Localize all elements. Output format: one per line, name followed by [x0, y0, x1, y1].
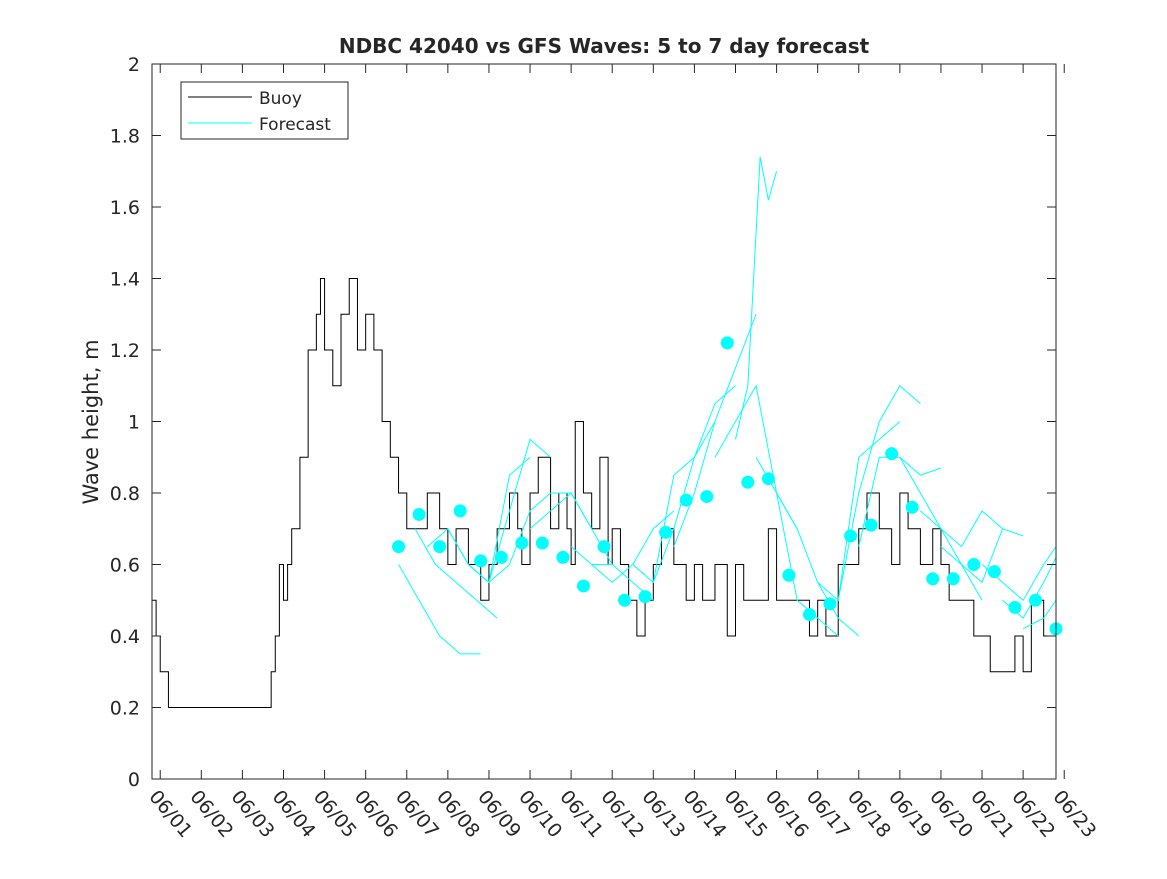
forecast-segment-line	[632, 421, 716, 584]
x-tick-label: 06/23	[1048, 786, 1100, 842]
forecast-marker	[535, 536, 549, 550]
y-axis-label: Wave height, m	[79, 339, 103, 504]
x-tick-label: 06/03	[227, 786, 279, 842]
forecast-segment-line	[398, 564, 481, 655]
y-tick-label: 0.6	[110, 555, 140, 577]
forecast-marker	[782, 568, 796, 582]
forecast-marker	[474, 554, 488, 568]
y-tick-label: 0.4	[110, 626, 140, 648]
x-tick-label: 06/06	[350, 786, 402, 842]
forecast-segment-line	[570, 546, 654, 601]
forecast-segment-line	[837, 384, 921, 601]
x-tick-label: 06/02	[185, 786, 237, 842]
y-tick-label: 1.6	[110, 197, 140, 219]
x-tick-label: 06/04	[268, 786, 320, 842]
forecast-marker	[392, 540, 406, 554]
forecast-marker	[761, 472, 775, 486]
forecast-marker	[741, 475, 755, 489]
buoy-series-line	[152, 278, 1056, 708]
forecast-segment-line	[414, 528, 498, 619]
forecast-marker	[700, 490, 714, 504]
forecast-segment-line	[940, 528, 1024, 584]
x-tick-label: 06/22	[1007, 786, 1059, 842]
x-tick-label: 06/18	[843, 786, 895, 842]
forecast-segment-line	[817, 421, 901, 602]
forecast-segment-line	[1022, 599, 1057, 630]
forecast-marker	[1008, 600, 1022, 614]
forecast-marker	[905, 500, 919, 514]
y-tick-label: 1.2	[110, 340, 140, 362]
forecast-marker	[885, 447, 899, 461]
forecast-marker	[864, 518, 878, 532]
forecast-marker	[823, 597, 837, 611]
forecast-segment-line	[652, 385, 736, 583]
forecast-marker	[638, 590, 652, 604]
x-tick-label: 06/19	[884, 786, 936, 842]
forecast-marker	[926, 572, 940, 586]
x-tick-label: 06/09	[473, 786, 525, 842]
x-tick-label: 06/17	[802, 786, 854, 842]
chart-title: NDBC 42040 vs GFS Waves: 5 to 7 day fore…	[339, 34, 870, 58]
legend-box	[180, 81, 349, 140]
forecast-segment-line	[735, 156, 778, 440]
forecast-segment-line	[920, 510, 1003, 548]
forecast-marker	[987, 565, 1001, 579]
x-tick-label: 06/07	[391, 786, 443, 842]
x-tick-label: 06/11	[555, 786, 607, 842]
y-tick-label: 1	[128, 412, 140, 434]
legend-forecast-label: Forecast	[259, 115, 331, 135]
y-tick-label: 1.8	[110, 126, 140, 148]
forecast-marker	[576, 579, 590, 593]
x-tick-label: 06/20	[925, 786, 977, 842]
x-tick-label: 06/05	[309, 786, 361, 842]
x-tick-label: 06/15	[720, 786, 772, 842]
forecast-segment-line	[468, 438, 551, 584]
y-tick-label: 2	[128, 54, 140, 76]
forecast-marker	[618, 593, 632, 607]
y-tick-label: 0.2	[110, 698, 140, 720]
x-tick-label: 06/21	[966, 786, 1018, 842]
forecast-marker	[844, 529, 858, 543]
x-tick-label: 06/13	[637, 786, 689, 842]
x-tick-label: 06/08	[432, 786, 484, 842]
legend: Buoy Forecast	[180, 81, 349, 140]
forecast-marker	[494, 550, 508, 564]
x-tick-label: 06/10	[514, 786, 566, 842]
y-tick-label: 0.8	[110, 483, 140, 505]
forecast-marker	[556, 550, 570, 564]
y-tick-label: 1.4	[110, 269, 140, 291]
forecast-marker	[802, 608, 816, 622]
forecast-marker	[946, 572, 960, 586]
x-tick-label: 06/01	[144, 786, 196, 842]
y-axis: 0 0.2 0.4 0.6 0.8 1 1.2 1.4 1.6 1.8 2	[110, 54, 1056, 791]
x-tick-label: 06/14	[679, 786, 731, 842]
forecast-segment-line	[529, 492, 613, 565]
plot-frame	[151, 63, 1057, 780]
x-axis: 06/0106/0206/0306/0406/0506/0606/0706/08…	[144, 64, 1100, 842]
forecast-marker	[659, 525, 673, 539]
x-tick-label: 06/12	[596, 786, 648, 842]
forecast-marker	[597, 540, 611, 554]
forecast-marker	[412, 507, 426, 521]
forecast-marker	[967, 558, 981, 571]
forecast-marker	[1028, 593, 1042, 607]
x-tick-label: 06/16	[761, 786, 813, 842]
forecast-marker	[720, 336, 734, 350]
legend-buoy-label: Buoy	[259, 89, 302, 109]
forecast-marker	[679, 493, 693, 507]
forecast-marker	[433, 540, 447, 554]
y-tick-label: 0	[128, 769, 140, 791]
forecast-segment-line	[673, 314, 757, 547]
forecast-marker	[453, 504, 467, 518]
forecast-marker	[515, 536, 529, 550]
plot-area	[152, 156, 1063, 708]
